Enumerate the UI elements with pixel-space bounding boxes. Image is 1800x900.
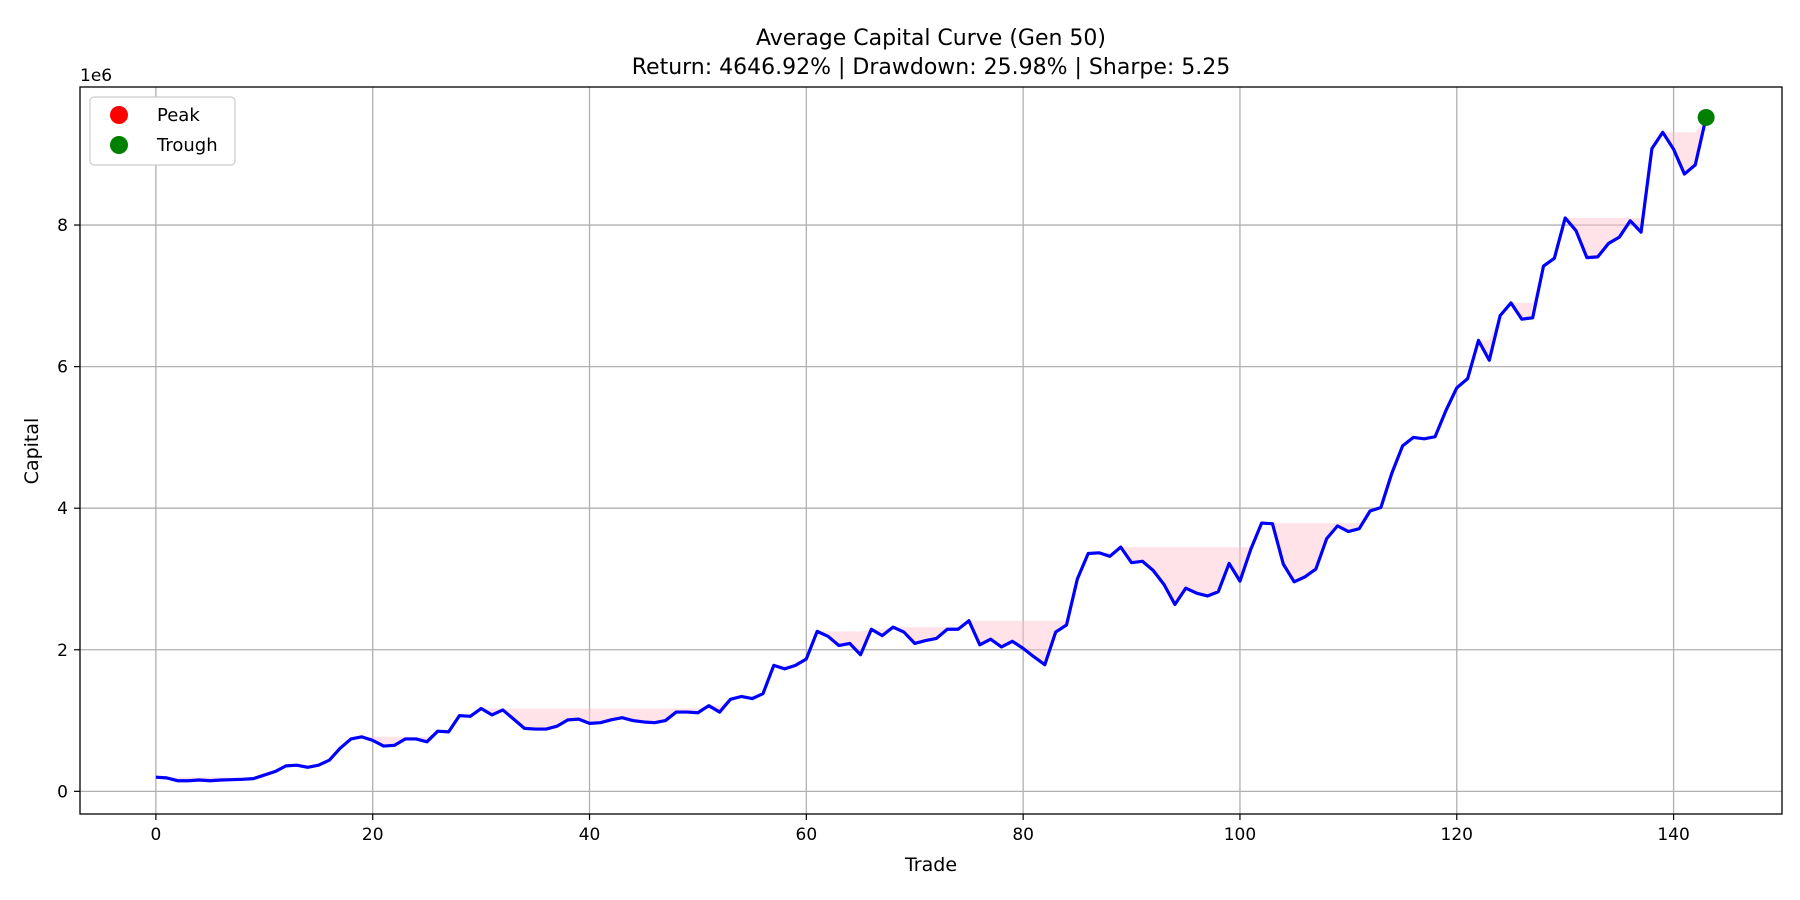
grid-lines	[80, 87, 1782, 814]
y-axis-ticks: 0 2 4 6 8	[57, 216, 80, 802]
y-tick-label: 0	[57, 782, 68, 802]
x-tick-label: 20	[362, 825, 384, 845]
y-multiplier-label: 1e6	[80, 66, 112, 86]
y-axis-title: Capital	[21, 418, 43, 485]
y-tick-label: 8	[57, 216, 68, 236]
x-axis-ticks: 0 20 40 60 80 100 120 140	[150, 814, 1690, 845]
trough-marker	[1697, 108, 1715, 126]
capital-line-group	[155, 117, 1708, 783]
legend-trough-label: Trough	[156, 135, 218, 156]
x-axis-title: Trade	[904, 854, 957, 876]
y-tick-label: 6	[57, 358, 68, 378]
x-tick-label: 140	[1657, 825, 1689, 845]
legend-peak-marker	[110, 106, 128, 124]
legend-peak-label: Peak	[157, 105, 200, 126]
plot-frame	[79, 86, 1783, 815]
markers-group	[1697, 108, 1715, 126]
chart-subtitle: Return: 4646.92% | Drawdown: 25.98% | Sh…	[632, 55, 1231, 80]
capital-line	[155, 117, 1708, 783]
x-tick-label: 100	[1224, 825, 1256, 845]
chart-title: Average Capital Curve (Gen 50)	[756, 26, 1106, 51]
legend: Peak Trough	[89, 96, 236, 166]
legend-trough-marker	[110, 136, 128, 154]
x-tick-label: 0	[150, 825, 161, 845]
x-tick-label: 120	[1441, 825, 1473, 845]
x-tick-label: 40	[579, 825, 601, 845]
x-tick-label: 60	[796, 825, 818, 845]
x-tick-label: 80	[1012, 825, 1034, 845]
y-tick-label: 2	[57, 641, 68, 661]
y-tick-label: 4	[57, 499, 68, 519]
